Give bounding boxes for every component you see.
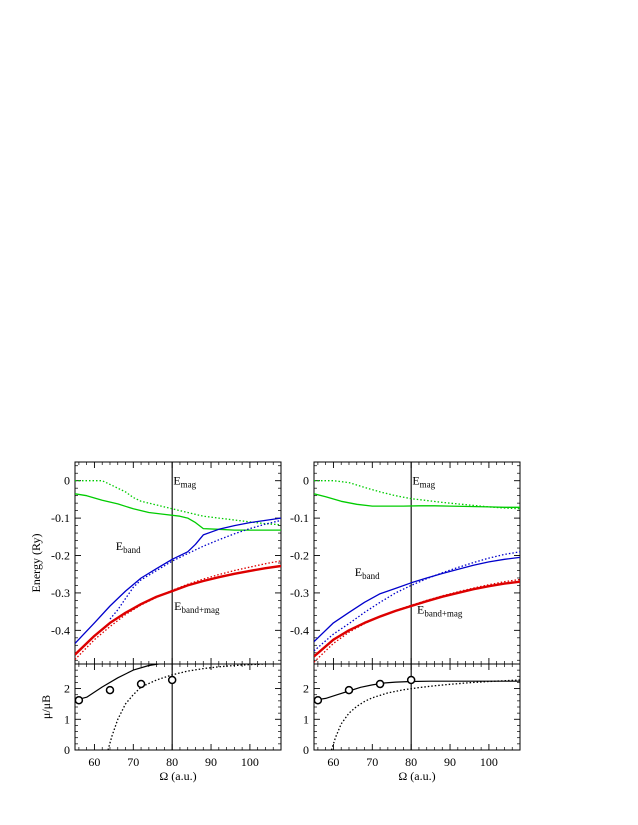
y-axis-label: Energy (Ry) <box>29 534 43 593</box>
energy-series-line <box>314 580 520 658</box>
x-tick-label: 90 <box>444 755 456 769</box>
curve-label: Eband <box>355 565 380 581</box>
energy-series-line <box>75 493 281 531</box>
x-axis-label: Ω (a.u.) <box>159 769 196 783</box>
y2-tick-label: 2 <box>303 682 309 696</box>
curve-label: Eband+mag <box>174 599 220 615</box>
moment-series-line <box>330 679 520 750</box>
energy-series-line <box>75 564 281 656</box>
x-tick-label: 100 <box>480 755 498 769</box>
y-tick-label: -0.3 <box>51 586 70 600</box>
x-tick-label: 70 <box>127 755 139 769</box>
moment-series-group <box>314 679 520 750</box>
energy-series-line <box>314 493 520 508</box>
moment-data-point <box>344 685 354 695</box>
moment-data-point <box>313 695 323 705</box>
curve-label-subscript: band <box>362 571 380 581</box>
y2-axis-label: μ/μB <box>39 695 53 719</box>
curve-label-subscript: mag <box>420 479 436 489</box>
moment-series-line <box>107 664 281 750</box>
moment-data-point <box>406 675 416 685</box>
curve-label-subscript: band+mag <box>181 605 220 615</box>
energy-series-line <box>314 551 520 652</box>
curve-label-base: E <box>173 473 180 487</box>
moment-axes-frame <box>313 663 521 751</box>
energy-series-group <box>75 480 281 660</box>
y-tick-label: -0.4 <box>51 623 70 637</box>
curve-label-subscript: mag <box>181 479 197 489</box>
y2-tick-label: 1 <box>303 712 309 726</box>
y-tick-label: -0.2 <box>51 549 70 563</box>
y-tick-label: -0.2 <box>290 549 309 563</box>
x-tick-label: 70 <box>366 755 378 769</box>
x-tick-label: 80 <box>405 755 417 769</box>
curve-label-subscript: band <box>123 545 141 555</box>
moment-data-point <box>105 685 115 695</box>
x-tick-label: 100 <box>241 755 259 769</box>
energy-series-line <box>314 578 520 663</box>
y2-tick-label: 1 <box>64 712 70 726</box>
y2-tick-label: 0 <box>303 743 309 757</box>
y-tick-label: -0.4 <box>290 623 309 637</box>
y-tick-label: 0 <box>64 474 70 488</box>
x-tick-label: 60 <box>88 755 100 769</box>
y-tick-label: 0 <box>303 474 309 488</box>
moment-series-line <box>75 664 163 701</box>
moment-data-point <box>136 679 146 689</box>
curve-label-base: E <box>412 473 419 487</box>
y-tick-label: -0.3 <box>290 586 309 600</box>
right-panel: 60 70 80 90 1000-0.1-0.2-0.3-0.4012EmagEband… <box>290 461 521 783</box>
moment-axes-frame <box>74 663 282 751</box>
curve-label-base: E <box>417 603 424 617</box>
curve-label-base: E <box>355 565 362 579</box>
x-tick-label: 90 <box>205 755 217 769</box>
moment-data-point <box>375 679 385 689</box>
x-tick-label: 80 <box>166 755 178 769</box>
energy-series-line <box>109 519 281 620</box>
curve-label: Emag <box>173 473 196 489</box>
curve-label-subscript: band+mag <box>424 609 463 619</box>
y-tick-label: -0.1 <box>51 511 70 525</box>
moment-data-point <box>74 695 84 705</box>
curve-label-base: E <box>174 599 181 613</box>
energy-series-line <box>75 517 281 644</box>
y2-tick-label: 0 <box>64 743 70 757</box>
moment-series-group <box>75 664 281 750</box>
curve-label: Eband <box>116 539 141 555</box>
y-tick-label: -0.1 <box>290 511 309 525</box>
curve-label: Eband+mag <box>417 603 463 619</box>
energy-series-group <box>314 480 520 663</box>
energy-series-line <box>314 556 520 643</box>
left-panel: 60 70 80 90 1000-0.1-0.2-0.3-0.4012EmagEband… <box>29 461 282 783</box>
x-tick-label: 60 <box>327 755 339 769</box>
y2-tick-label: 2 <box>64 682 70 696</box>
energy-axes-frame <box>74 461 282 665</box>
curve-label-base: E <box>116 539 123 553</box>
moment-data-point <box>167 675 177 685</box>
moment-series-line <box>314 680 520 701</box>
curve-label: Emag <box>412 473 435 489</box>
x-axis-label: Ω (a.u.) <box>398 769 435 783</box>
energy-series-line <box>75 480 281 526</box>
